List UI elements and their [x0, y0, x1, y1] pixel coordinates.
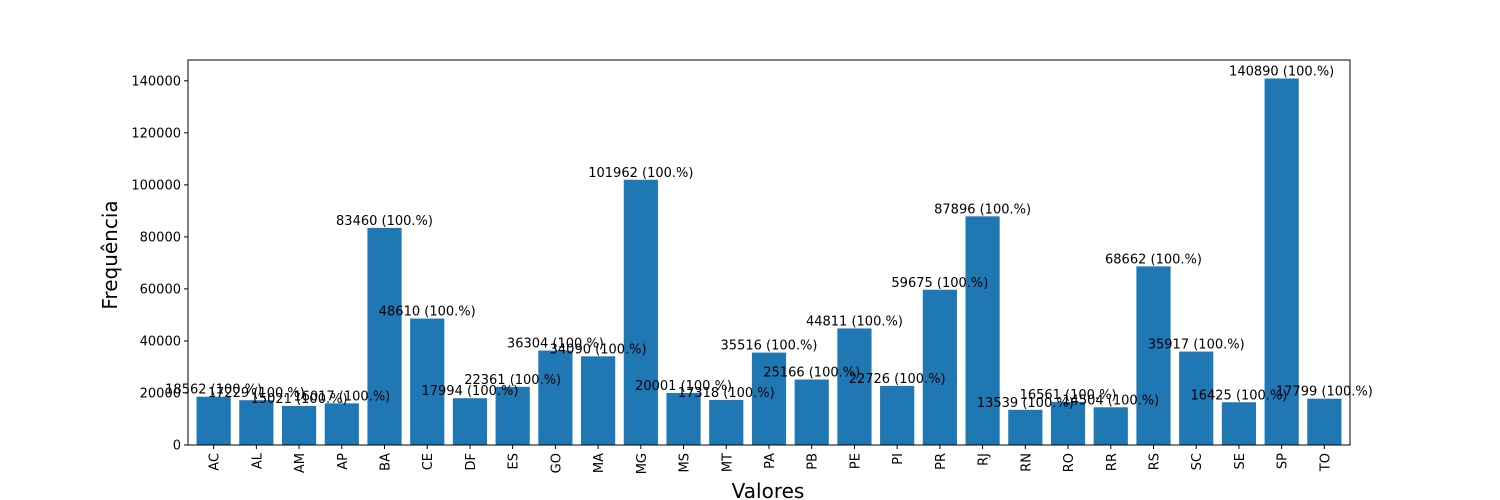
x-tick-label-pe: PE	[848, 453, 863, 469]
x-axis: AC AL AM AP BA CE DF ES GO MA MG MS MT PA PB PE PI PR RJ RN…	[208, 445, 1333, 474]
data-label-al: 17229 (100.%)	[208, 386, 305, 401]
x-tick-label-to: TO	[1318, 453, 1333, 472]
data-label-pb: 25166 (100.%)	[763, 366, 860, 381]
bar-to	[1307, 398, 1342, 445]
data-label-go: 36304 (100.%)	[507, 337, 604, 352]
x-tick-label-se: SE	[1233, 453, 1248, 469]
bar-ac	[196, 396, 231, 445]
bar-pe	[837, 328, 872, 445]
data-label-sp: 140890 (100.%)	[1229, 65, 1334, 80]
x-tick-label-es: ES	[507, 453, 522, 469]
bar-ma	[581, 356, 616, 445]
data-label-sc: 35917 (100.%)	[1148, 338, 1245, 353]
bar-ba	[367, 227, 402, 445]
data-label-ms: 20001 (100.%)	[635, 379, 732, 394]
bar-se	[1221, 402, 1257, 445]
y-axis-title: Frequência	[98, 200, 122, 309]
x-tick-label-ro: RO	[1062, 453, 1077, 472]
data-label-rr: 14504 (100.%)	[1062, 393, 1159, 408]
x-tick-label-ms: MS	[678, 453, 693, 472]
x-tick-label-rj: RJ	[977, 453, 992, 466]
bar-rn	[1008, 409, 1043, 445]
x-tick-label-pb: PB	[806, 453, 821, 470]
x-axis-title: Valores	[732, 479, 805, 500]
y-tick-label: 80000	[140, 230, 181, 245]
x-tick-label-ba: BA	[379, 453, 394, 471]
data-label-ro: 16561 (100.%)	[1020, 388, 1117, 403]
x-tick-label-mg: MG	[635, 453, 650, 474]
data-label-ce: 48610 (100.%)	[379, 305, 476, 320]
data-label-pe: 44811 (100.%)	[806, 314, 903, 329]
bar-rj	[965, 216, 1000, 445]
bar-sc	[1179, 351, 1214, 445]
bars-group	[196, 78, 1342, 445]
bar-ce	[410, 318, 445, 445]
data-label-ba: 83460 (100.%)	[336, 214, 433, 229]
data-label-ap: 16017 (100.%)	[293, 389, 390, 404]
x-tick-label-rr: RR	[1105, 453, 1120, 471]
x-tick-label-sp: SP	[1276, 453, 1291, 469]
data-label-df: 17994 (100.%)	[421, 384, 518, 399]
x-tick-label-mt: MT	[720, 453, 735, 472]
data-label-am: 15021 (100.%)	[251, 392, 348, 407]
bar-al	[239, 400, 274, 445]
y-tick-label: 40000	[140, 334, 181, 349]
bar-mg	[623, 179, 658, 445]
x-tick-label-rs: RS	[1147, 453, 1162, 470]
data-label-rj: 87896 (100.%)	[934, 202, 1031, 217]
data-labels-group: 18562 (100.%)17229 (100.%)15021 (100.%)1…	[165, 65, 1373, 411]
plot-frame	[187, 59, 1351, 446]
y-tick-label: 100000	[131, 178, 181, 193]
x-tick-label-df: DF	[464, 453, 479, 471]
x-tick-label-pr: PR	[934, 453, 949, 470]
data-label-se: 16425 (100.%)	[1190, 388, 1287, 403]
bar-pa	[751, 352, 787, 445]
data-label-pa: 35516 (100.%)	[721, 339, 818, 354]
bar-ro	[1050, 401, 1086, 445]
data-label-to: 17799 (100.%)	[1276, 385, 1373, 400]
bar-es	[495, 386, 530, 445]
data-label-ac: 18562 (100.%)	[165, 383, 262, 398]
bar-pi	[880, 385, 915, 445]
bar-sp	[1264, 78, 1299, 445]
bar-rr	[1093, 407, 1128, 445]
bar-pr	[922, 289, 957, 445]
y-tick-label: 140000	[131, 74, 181, 89]
y-tick-label: 0	[173, 439, 181, 454]
data-label-pi: 22726 (100.%)	[849, 372, 946, 387]
bar-rs	[1136, 266, 1171, 445]
data-label-ma: 34090 (100.%)	[550, 342, 647, 357]
bar-go	[538, 350, 573, 445]
bar-ap	[324, 403, 359, 445]
y-tick-label: 60000	[140, 282, 181, 297]
x-tick-label-pa: PA	[763, 453, 778, 469]
x-tick-label-ce: CE	[421, 453, 436, 470]
x-tick-label-go: GO	[549, 453, 564, 473]
y-tick-label: 120000	[131, 126, 181, 141]
bar-am	[281, 405, 317, 445]
data-label-pr: 59675 (100.%)	[891, 276, 988, 291]
bar-pb	[794, 379, 829, 445]
x-tick-label-am: AM	[293, 453, 308, 473]
x-tick-label-sc: SC	[1190, 453, 1205, 470]
data-label-rn: 13539 (100.%)	[977, 396, 1074, 411]
data-label-mg: 101962 (100.%)	[588, 166, 693, 181]
y-tick-label: 20000	[140, 386, 181, 401]
bar-df	[452, 398, 488, 445]
bar-ms	[666, 392, 701, 445]
x-tick-label-ma: MA	[592, 453, 607, 473]
y-axis: 0 20000 40000 60000 80000 100000 120000 140000	[131, 74, 188, 454]
x-tick-label-ac: AC	[208, 453, 223, 471]
x-tick-label-pi: PI	[891, 453, 906, 465]
data-label-rs: 68662 (100.%)	[1105, 252, 1202, 267]
x-tick-label-ap: AP	[336, 453, 351, 470]
bar-mt	[709, 399, 744, 445]
data-label-mt: 17318 (100.%)	[678, 386, 775, 401]
data-label-es: 22361 (100.%)	[464, 373, 561, 388]
x-tick-label-rn: RN	[1019, 453, 1034, 472]
x-tick-label-al: AL	[250, 452, 265, 469]
